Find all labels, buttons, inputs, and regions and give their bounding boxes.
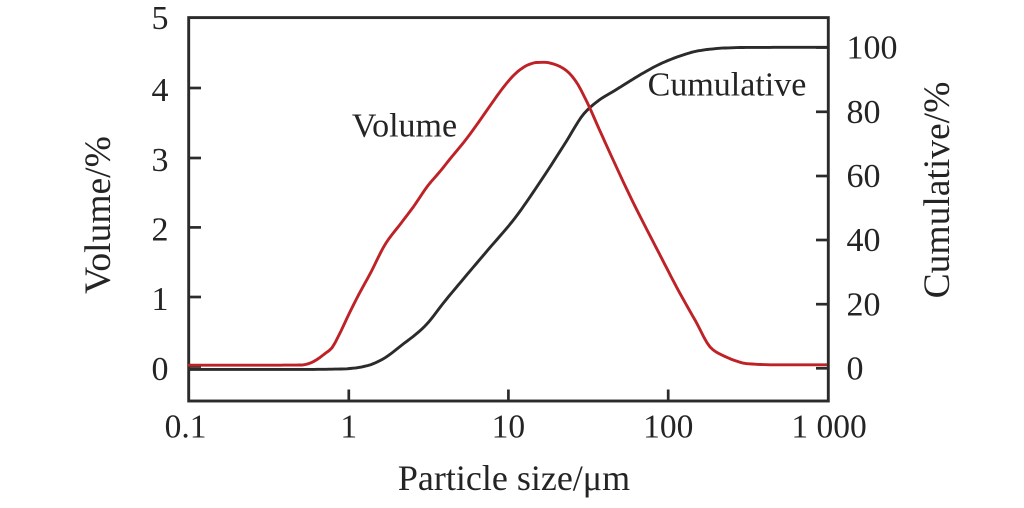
svg-text:Cumulative: Cumulative <box>648 67 807 104</box>
svg-text:60: 60 <box>847 158 881 195</box>
svg-text:100: 100 <box>643 409 693 446</box>
svg-text:80: 80 <box>847 94 881 131</box>
svg-text:1: 1 <box>340 409 357 446</box>
svg-text:3: 3 <box>152 142 169 179</box>
svg-text:Volume: Volume <box>352 108 457 145</box>
svg-text:0: 0 <box>152 351 169 388</box>
svg-text:1 000: 1 000 <box>791 409 866 446</box>
svg-text:2: 2 <box>152 211 169 248</box>
svg-text:0: 0 <box>847 351 864 388</box>
svg-text:20: 20 <box>847 286 881 323</box>
svg-text:Cumulative/%: Cumulative/% <box>917 82 958 299</box>
svg-text:Volume/%: Volume/% <box>78 136 119 294</box>
svg-text:10: 10 <box>492 409 526 446</box>
svg-text:100: 100 <box>847 30 898 67</box>
svg-text:40: 40 <box>847 222 881 259</box>
svg-text:0.1: 0.1 <box>165 409 207 446</box>
svg-text:4: 4 <box>152 72 169 109</box>
svg-text:5: 5 <box>152 0 169 37</box>
svg-text:1: 1 <box>152 281 169 318</box>
svg-text:Particle size/μm: Particle size/μm <box>398 458 630 498</box>
